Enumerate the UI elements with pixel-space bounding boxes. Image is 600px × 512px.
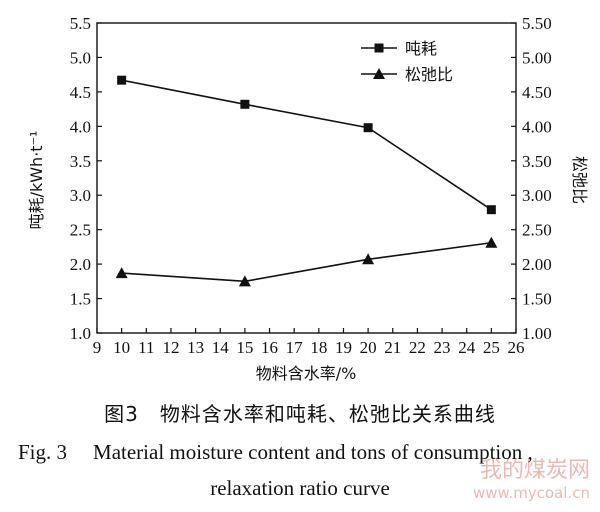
y-right-tick-label: 5.00: [522, 48, 552, 67]
series-line-consumption: [121, 79, 492, 211]
x-tick-label: 12: [162, 338, 179, 357]
y-left-tick-label: 2.5: [70, 221, 91, 240]
legend-label: 松弛比: [405, 65, 453, 84]
legend-marker: [373, 68, 385, 79]
x-tick-label: 24: [458, 338, 476, 357]
x-tick-label: 13: [187, 338, 204, 357]
data-point-relaxation-ratio: [238, 275, 251, 287]
x-axis-title: 物料含水率/%: [256, 364, 357, 383]
y-left-tick-label: 1.0: [70, 324, 91, 343]
figure-caption-chinese: 图3 物料含水率和吨耗、松弛比关系曲线: [104, 402, 496, 426]
legend-marker: [374, 43, 384, 53]
data-point-consumption: [363, 123, 373, 133]
y-right-tick-label: 1.00: [522, 324, 552, 343]
y-right-tick-label: 4.00: [522, 117, 552, 136]
figure-caption-english-line1: Fig. 3 Material moisture content and tons…: [18, 440, 598, 465]
x-tick-label: 15: [236, 338, 253, 357]
y-left-tick-label: 4.5: [70, 83, 91, 102]
chart: 9 10 11 12 13 14 15 16 17 18 19 20 21 22 23 24 25 26 1.0 1.…: [27, 14, 589, 383]
y-right-tick-label: 3.50: [522, 152, 552, 171]
x-tick-label: 19: [335, 338, 352, 357]
plot-frame: [96, 22, 517, 334]
x-tick-label: 11: [138, 338, 154, 357]
y-right-tick-label: 5.50: [522, 14, 552, 33]
data-point-relaxation-ratio: [485, 236, 498, 248]
series-line-relaxation-ratio: [121, 241, 492, 283]
x-tick-label: 22: [409, 338, 426, 357]
data-point-consumption: [486, 205, 496, 215]
x-tick-label: 18: [310, 338, 327, 357]
x-tick-label: 17: [286, 338, 304, 357]
y-right-tick-label: 3.00: [522, 186, 552, 205]
figure-caption-english-line2: relaxation ratio curve: [210, 476, 390, 500]
watermark: 我的煤炭网 www.mycoal.cn: [473, 452, 590, 502]
data-point-relaxation-ratio: [115, 267, 128, 279]
data-point-relaxation-ratio: [362, 253, 375, 265]
x-tick-label: 21: [384, 338, 401, 357]
x-tick-label: 10: [113, 338, 130, 357]
x-tick-label: 23: [434, 338, 451, 357]
y-axis-left-title: 吨耗/kWh·t⁻¹: [27, 131, 46, 230]
caption-title: Material moisture content and tons of co…: [93, 440, 533, 464]
y-right-tick-label: 4.50: [522, 83, 552, 102]
y-left-tick-label: 5.0: [70, 48, 91, 67]
y-left-tick-label: 4.0: [70, 117, 91, 136]
data-point-consumption: [117, 75, 127, 85]
data-point-consumption: [240, 99, 250, 109]
y-right-tick-label: 2.50: [522, 221, 552, 240]
figure-number: Fig. 3: [18, 440, 68, 464]
y-right-tick-label: 1.50: [522, 290, 552, 309]
x-tick-label: 25: [483, 338, 500, 357]
y-left-tick-label: 3.5: [70, 152, 91, 171]
y-left-tick-label: 3.0: [70, 186, 91, 205]
x-tick-label: 26: [508, 338, 525, 357]
x-tick-label: 20: [360, 338, 377, 357]
y-right-tick-label: 2.00: [522, 255, 552, 274]
legend-label: 吨耗: [405, 39, 437, 58]
x-tick-label: 14: [212, 338, 230, 357]
x-tick-label: 16: [261, 338, 278, 357]
y-left-tick-label: 5.5: [70, 14, 91, 33]
y-left-tick-label: 1.5: [70, 290, 91, 309]
y-left-tick-label: 2.0: [70, 255, 91, 274]
watermark-text: 我的煤炭网: [479, 458, 590, 483]
x-tick-label: 9: [93, 338, 102, 357]
watermark-url: www.mycoal.cn: [473, 484, 590, 502]
y-axis-right-title: 松弛比: [570, 156, 589, 204]
